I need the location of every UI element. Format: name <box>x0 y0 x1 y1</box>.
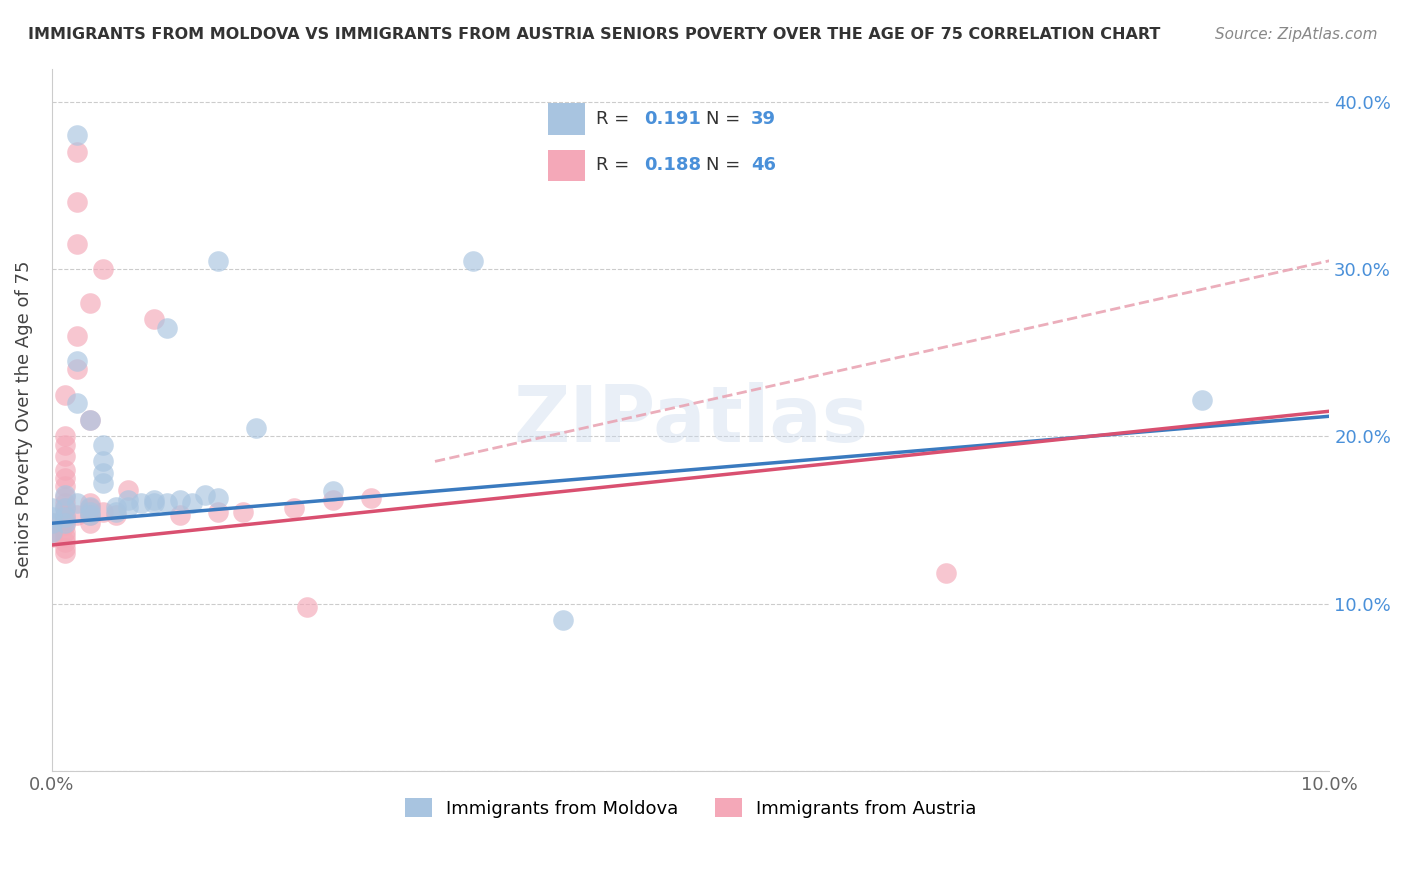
Point <box>53 479 76 493</box>
Point <box>79 508 101 522</box>
Text: Source: ZipAtlas.com: Source: ZipAtlas.com <box>1215 27 1378 42</box>
Point <box>53 490 76 504</box>
Point <box>53 546 76 560</box>
Point <box>245 421 267 435</box>
Point <box>551 613 574 627</box>
Point <box>104 500 127 514</box>
Point <box>66 354 89 368</box>
Point <box>66 496 89 510</box>
Point <box>41 501 63 516</box>
Point <box>41 509 63 524</box>
Point <box>117 483 139 497</box>
Point <box>156 320 179 334</box>
Point <box>91 466 114 480</box>
Point <box>53 438 76 452</box>
Point <box>66 145 89 160</box>
Point <box>169 492 191 507</box>
Text: IMMIGRANTS FROM MOLDOVA VS IMMIGRANTS FROM AUSTRIA SENIORS POVERTY OVER THE AGE : IMMIGRANTS FROM MOLDOVA VS IMMIGRANTS FR… <box>28 27 1160 42</box>
Point <box>41 516 63 531</box>
Point <box>142 312 165 326</box>
Point <box>53 501 76 516</box>
Point <box>66 237 89 252</box>
Point <box>1191 392 1213 407</box>
Point <box>463 253 485 268</box>
Point <box>79 516 101 531</box>
Y-axis label: Seniors Poverty Over the Age of 75: Seniors Poverty Over the Age of 75 <box>15 260 32 578</box>
Point <box>53 508 76 522</box>
Point <box>117 500 139 514</box>
Point <box>142 496 165 510</box>
Point <box>53 471 76 485</box>
Point <box>156 496 179 510</box>
Point <box>53 488 76 502</box>
Point <box>79 508 101 522</box>
Point <box>79 504 101 518</box>
Point <box>53 534 76 549</box>
Point <box>53 463 76 477</box>
Point <box>91 476 114 491</box>
Point <box>79 412 101 426</box>
Point <box>79 500 101 514</box>
Point <box>322 492 344 507</box>
Point <box>53 517 76 532</box>
Point <box>207 504 229 518</box>
Point <box>66 329 89 343</box>
Point <box>297 599 319 614</box>
Point <box>360 491 382 506</box>
Point <box>41 524 63 539</box>
Point <box>79 295 101 310</box>
Point <box>232 504 254 518</box>
Point <box>91 438 114 452</box>
Legend: Immigrants from Moldova, Immigrants from Austria: Immigrants from Moldova, Immigrants from… <box>398 791 984 825</box>
Point <box>41 516 63 531</box>
Point <box>79 496 101 510</box>
Point <box>322 484 344 499</box>
Point <box>53 387 76 401</box>
Point <box>283 501 305 516</box>
Point <box>79 501 101 516</box>
Point <box>79 412 101 426</box>
Point <box>66 195 89 210</box>
Point <box>53 530 76 544</box>
Text: ZIPatlas: ZIPatlas <box>513 382 868 458</box>
Point <box>104 504 127 518</box>
Point <box>41 530 63 544</box>
Point <box>53 509 76 524</box>
Point <box>117 492 139 507</box>
Point <box>53 450 76 464</box>
Point <box>53 516 76 531</box>
Point <box>207 491 229 506</box>
Point <box>207 253 229 268</box>
Point <box>66 396 89 410</box>
Point <box>91 504 114 518</box>
Point <box>66 128 89 143</box>
Point <box>53 513 76 527</box>
Point <box>194 488 217 502</box>
Point <box>53 541 76 556</box>
Point <box>66 508 89 522</box>
Point <box>53 429 76 443</box>
Point <box>104 508 127 522</box>
Point <box>66 362 89 376</box>
Point <box>91 454 114 468</box>
Point <box>935 566 957 581</box>
Point <box>181 496 204 510</box>
Point <box>53 501 76 516</box>
Point <box>53 524 76 539</box>
Point <box>129 496 152 510</box>
Point <box>142 492 165 507</box>
Point <box>53 496 76 510</box>
Point <box>91 262 114 277</box>
Point <box>41 524 63 539</box>
Point <box>169 508 191 522</box>
